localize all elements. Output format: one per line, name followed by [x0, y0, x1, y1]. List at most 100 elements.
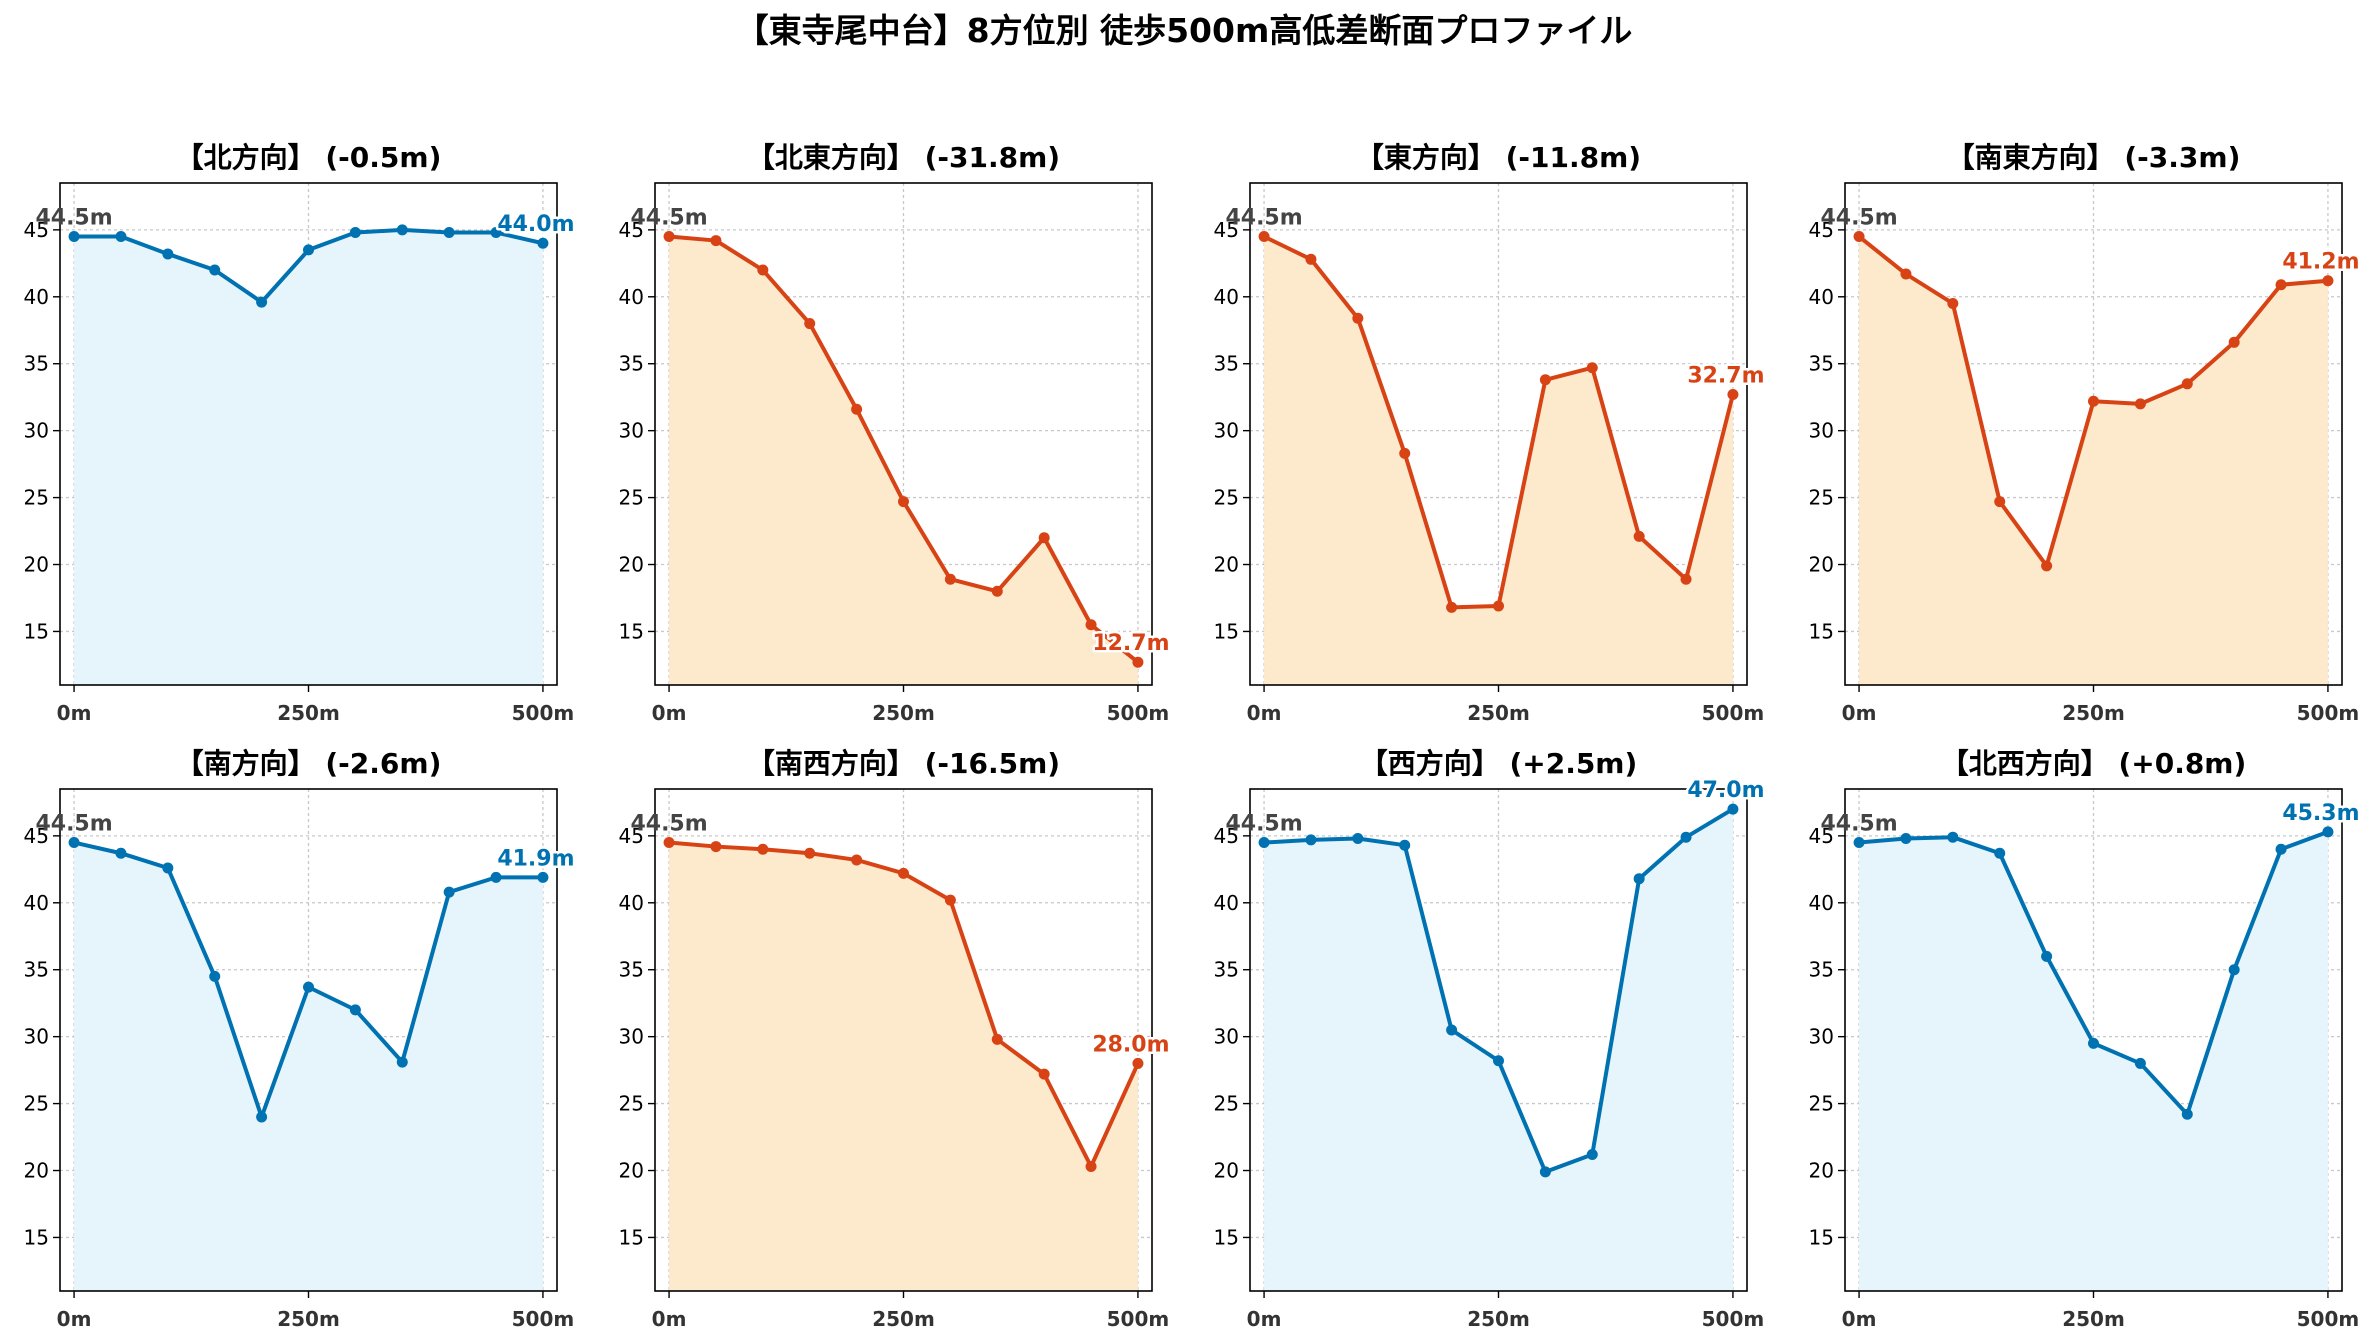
y-tick-label: 20 [619, 553, 644, 577]
data-point [1038, 532, 1050, 544]
data-point [303, 981, 314, 993]
y-tick-label: 15 [24, 619, 49, 643]
data-point [256, 296, 268, 308]
y-tick-label: 35 [1214, 958, 1239, 982]
start-elevation-label: 44.5m [630, 812, 707, 837]
data-point [1727, 389, 1739, 401]
chart-panel: 15 20 25 30 35 40 45 0m 250m 500m 【北方向】 (-0.5m) 44.… [24, 141, 577, 725]
data-point [1352, 833, 1364, 845]
data-point [443, 886, 455, 898]
y-tick-label: 35 [619, 352, 644, 376]
profile-area [669, 236, 1138, 685]
y-tick-label: 40 [24, 891, 49, 915]
profile-area [1859, 831, 2328, 1291]
data-point [663, 837, 675, 849]
x-tick-label: 250m [277, 1307, 340, 1331]
data-point [851, 403, 863, 415]
data-point [68, 231, 80, 243]
data-point [710, 841, 722, 853]
y-tick-label: 45 [24, 824, 49, 848]
x-tick-label: 0m [652, 701, 687, 725]
data-point [944, 573, 956, 585]
y-tick-label: 20 [619, 1159, 644, 1183]
data-point [349, 227, 361, 239]
y-tick-label: 30 [619, 419, 644, 443]
y-tick-label: 40 [619, 891, 644, 915]
data-point [2322, 826, 2334, 838]
y-tick-label: 25 [1214, 1092, 1239, 1116]
y-tick-label: 20 [1809, 553, 1834, 577]
y-tick-label: 40 [24, 285, 49, 309]
y-tick-label: 30 [24, 419, 49, 443]
data-point [851, 854, 863, 866]
data-point [490, 871, 502, 883]
y-tick-label: 15 [1214, 619, 1239, 643]
end-elevation-label: 41.2m [2282, 250, 2359, 275]
data-point [162, 248, 174, 260]
data-point [162, 862, 174, 874]
x-tick-label: 500m [512, 701, 575, 725]
data-point [991, 1033, 1003, 1045]
x-tick-label: 0m [1247, 701, 1282, 725]
data-point [537, 871, 549, 883]
y-tick-label: 15 [1809, 619, 1834, 643]
x-tick-label: 500m [512, 1307, 575, 1331]
end-elevation-label: 45.3m [2282, 801, 2359, 826]
data-point [804, 847, 816, 859]
x-tick-label: 0m [652, 1307, 687, 1331]
data-point [1539, 374, 1551, 386]
data-point [303, 244, 314, 256]
start-elevation-label: 44.5m [1225, 206, 1302, 231]
start-elevation-label: 44.5m [630, 206, 707, 231]
x-tick-label: 0m [1842, 1307, 1877, 1331]
x-tick-label: 500m [1702, 701, 1765, 725]
y-tick-label: 45 [1809, 218, 1834, 242]
y-tick-label: 20 [24, 1159, 49, 1183]
data-point [1727, 803, 1739, 815]
y-tick-label: 30 [24, 1025, 49, 1049]
chart-panel: 15 20 25 30 35 40 45 0m 250m 500m 【北西方向】 (+0.8m) 44… [1809, 747, 2362, 1331]
data-point [2181, 1108, 2193, 1120]
end-elevation-label: 41.9m [497, 846, 574, 871]
x-tick-label: 0m [1247, 1307, 1282, 1331]
data-point [1586, 362, 1598, 374]
x-tick-label: 250m [872, 701, 935, 725]
x-tick-label: 250m [872, 1307, 935, 1331]
y-tick-label: 35 [1809, 958, 1834, 982]
start-elevation-label: 44.5m [1225, 812, 1302, 837]
data-point [991, 585, 1003, 597]
data-point [2228, 336, 2240, 348]
x-tick-label: 0m [1842, 701, 1877, 725]
y-tick-label: 25 [24, 486, 49, 510]
profile-area [1264, 809, 1733, 1291]
data-point [663, 231, 675, 243]
profile-area [669, 842, 1138, 1291]
data-point [2088, 395, 2099, 407]
data-point [757, 264, 769, 276]
y-tick-label: 20 [1214, 553, 1239, 577]
start-elevation-label: 44.5m [35, 206, 112, 231]
y-tick-label: 40 [1809, 891, 1834, 915]
chart-panel: 15 20 25 30 35 40 45 0m 250m 500m 【南西方向】 (-16.5m) 4… [619, 747, 1172, 1331]
data-point [1038, 1068, 1050, 1080]
data-point [209, 970, 221, 982]
y-tick-label: 45 [619, 824, 644, 848]
y-tick-label: 45 [1214, 824, 1239, 848]
data-point [2041, 560, 2053, 572]
data-point [2275, 279, 2287, 291]
data-point [490, 227, 502, 239]
data-point [898, 867, 909, 879]
chart-panel: 15 20 25 30 35 40 45 0m 250m 500m 【東方向】 (-11.8m) 44… [1214, 141, 1767, 725]
end-elevation-label: 32.7m [1687, 364, 1764, 389]
y-tick-label: 15 [619, 1225, 644, 1249]
panel-title: 【西方向】 (+2.5m) [1360, 747, 1638, 780]
x-tick-label: 250m [2062, 701, 2125, 725]
data-point [2322, 275, 2334, 287]
x-tick-label: 500m [1107, 1307, 1170, 1331]
data-point [1258, 231, 1270, 243]
y-tick-label: 40 [1809, 285, 1834, 309]
y-tick-label: 35 [24, 352, 49, 376]
data-point [1399, 447, 1411, 459]
end-elevation-label: 47.0m [1687, 778, 1764, 803]
